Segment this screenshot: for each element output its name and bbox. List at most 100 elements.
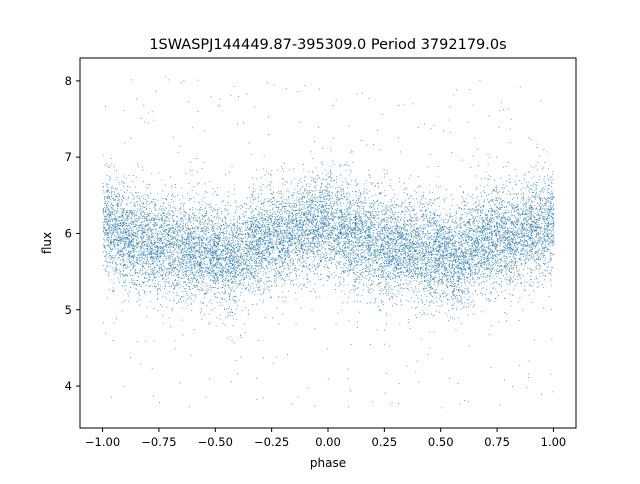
data-point — [297, 240, 298, 242]
data-point — [216, 274, 218, 276]
data-point — [112, 239, 114, 241]
data-point — [324, 223, 326, 225]
data-point — [515, 242, 517, 244]
data-point — [225, 300, 227, 302]
data-point — [490, 217, 492, 219]
data-point — [188, 101, 189, 103]
data-point — [308, 205, 310, 207]
data-point — [145, 291, 146, 292]
data-point — [282, 301, 284, 303]
data-point — [172, 244, 174, 245]
data-point — [292, 206, 294, 208]
data-point — [341, 219, 343, 220]
data-point — [157, 249, 159, 251]
data-point — [133, 264, 135, 266]
data-point — [153, 224, 154, 226]
data-point — [194, 238, 196, 240]
data-point — [141, 232, 143, 234]
data-point — [230, 226, 232, 228]
data-point — [155, 219, 157, 221]
data-point — [488, 224, 490, 225]
data-point — [351, 228, 353, 230]
data-point — [406, 230, 408, 231]
data-point — [425, 244, 427, 246]
data-point — [283, 241, 285, 243]
data-point — [233, 278, 235, 280]
data-point — [434, 291, 435, 293]
data-point — [398, 234, 400, 236]
data-point — [530, 218, 532, 220]
data-point — [285, 251, 287, 253]
data-point — [128, 212, 130, 214]
data-point — [123, 275, 125, 277]
data-point — [341, 290, 343, 292]
data-point — [491, 234, 492, 236]
data-point — [521, 264, 522, 266]
data-point — [535, 246, 536, 248]
data-point — [148, 252, 149, 254]
data-point — [545, 207, 547, 209]
data-point — [217, 238, 219, 240]
data-point — [200, 308, 202, 310]
data-point — [248, 265, 249, 267]
data-point — [122, 239, 124, 241]
data-point — [426, 264, 428, 266]
data-point — [221, 265, 223, 267]
data-point — [453, 289, 455, 291]
data-point — [298, 200, 299, 202]
data-point — [271, 264, 273, 266]
data-point — [370, 247, 372, 249]
data-point — [306, 193, 308, 195]
data-point — [280, 197, 282, 199]
data-point — [374, 202, 376, 204]
data-point — [197, 111, 199, 112]
data-point — [516, 254, 517, 256]
data-point — [428, 184, 430, 186]
data-point — [213, 250, 215, 252]
data-point — [298, 223, 300, 225]
data-point — [309, 209, 311, 211]
data-point — [349, 203, 350, 205]
data-point — [279, 217, 280, 218]
data-point — [109, 242, 111, 243]
data-point — [479, 278, 481, 279]
data-point — [456, 89, 457, 91]
data-point — [173, 231, 175, 233]
data-point — [108, 209, 110, 211]
data-point — [481, 267, 483, 269]
data-point — [553, 230, 554, 232]
data-point — [281, 254, 282, 256]
data-point — [505, 239, 506, 241]
data-point — [167, 252, 169, 253]
data-point — [346, 255, 348, 257]
data-point — [409, 210, 411, 212]
data-point — [125, 264, 126, 266]
data-point — [213, 245, 214, 246]
data-point — [476, 148, 478, 150]
data-point — [349, 195, 351, 197]
data-point — [481, 293, 483, 295]
data-point — [458, 225, 460, 226]
data-point — [432, 202, 434, 204]
data-point — [262, 214, 264, 216]
data-point — [146, 316, 148, 318]
data-point — [204, 292, 205, 294]
data-point — [140, 235, 141, 237]
data-point — [325, 256, 327, 258]
data-point — [398, 177, 400, 179]
data-point — [530, 250, 532, 252]
data-point — [407, 247, 408, 249]
data-point — [238, 206, 240, 208]
data-point — [162, 233, 163, 235]
data-point — [336, 240, 338, 242]
data-point — [513, 224, 514, 225]
data-point — [120, 232, 122, 234]
data-point — [256, 275, 258, 277]
data-point — [113, 239, 115, 241]
data-point — [391, 229, 393, 231]
data-point — [362, 244, 364, 246]
data-point — [484, 262, 486, 264]
data-point — [544, 257, 546, 259]
data-point — [290, 183, 292, 185]
data-point — [210, 299, 211, 301]
